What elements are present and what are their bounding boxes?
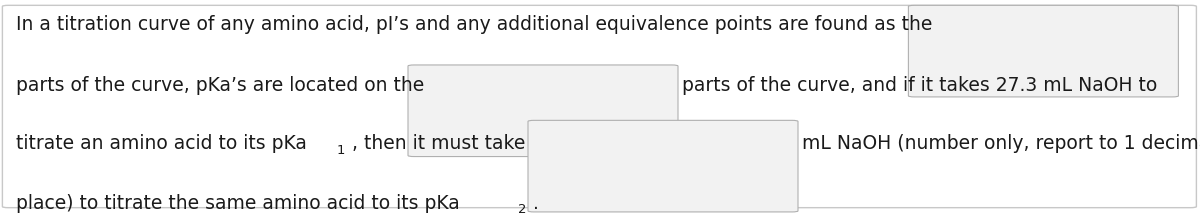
Text: titrate an amino acid to its pKa: titrate an amino acid to its pKa	[16, 134, 306, 153]
Text: 2: 2	[518, 203, 527, 213]
Text: In a titration curve of any amino acid, pI’s and any additional equivalence poin: In a titration curve of any amino acid, …	[16, 15, 932, 34]
Text: place) to titrate the same amino acid to its pKa: place) to titrate the same amino acid to…	[16, 194, 460, 213]
Text: .: .	[533, 194, 539, 213]
Text: 1: 1	[336, 144, 344, 157]
FancyBboxPatch shape	[2, 5, 1196, 208]
Text: mL NaOH (number only, report to 1 decimal: mL NaOH (number only, report to 1 decima…	[802, 134, 1200, 153]
Text: parts of the curve, pKa’s are located on the: parts of the curve, pKa’s are located on…	[16, 76, 424, 95]
FancyBboxPatch shape	[908, 5, 1178, 97]
FancyBboxPatch shape	[408, 65, 678, 157]
Text: parts of the curve, and if it takes 27.3 mL NaOH to: parts of the curve, and if it takes 27.3…	[682, 76, 1157, 95]
FancyBboxPatch shape	[528, 120, 798, 212]
Text: , then it must take: , then it must take	[352, 134, 524, 153]
